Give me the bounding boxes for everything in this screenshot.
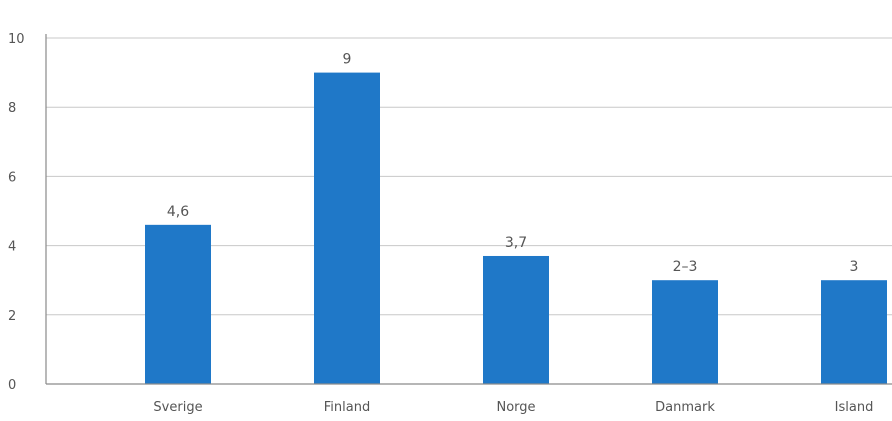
- x-tick-label: Sverige: [153, 400, 202, 415]
- bar-danmark: [652, 280, 718, 384]
- x-tick-label: Norge: [496, 400, 535, 415]
- y-tick-label: 6: [8, 170, 16, 185]
- data-label: 3,7: [505, 235, 527, 251]
- data-label: 3: [850, 259, 859, 275]
- bar-finland: [314, 72, 380, 384]
- grid-layer: [46, 37, 892, 316]
- y-tick-label: 10: [8, 32, 25, 47]
- bars-layer: [145, 72, 887, 384]
- y-tick-label: 2: [8, 309, 16, 324]
- y-tick-label: 0: [8, 378, 16, 393]
- x-tick-label: Danmark: [655, 400, 715, 415]
- x-tick-label: Island: [835, 400, 874, 415]
- data-label: 9: [343, 52, 352, 68]
- bar-sverige: [145, 224, 211, 384]
- y-tick-label: 8: [8, 101, 16, 116]
- data-label: 4,6: [167, 204, 189, 220]
- labels-layer: 0 2 4 6 8 10 4,6 Sverige 9 Finland 3,7 Norge 2–3 Danm…: [8, 32, 873, 415]
- axis-layer: [45, 34, 892, 385]
- data-label: 2–3: [673, 259, 698, 275]
- x-tick-label: Finland: [324, 400, 370, 415]
- bar-norge: [483, 255, 549, 384]
- chart-header: [0, 0, 892, 18]
- bar-island: [821, 280, 887, 384]
- y-tick-label: 4: [8, 240, 16, 255]
